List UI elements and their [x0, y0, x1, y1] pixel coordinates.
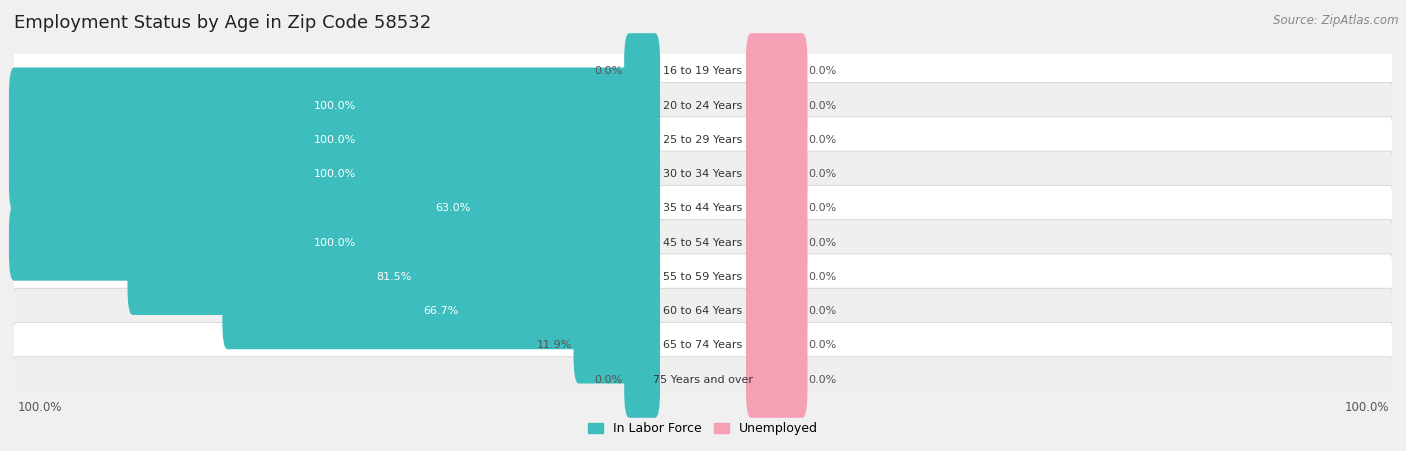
FancyBboxPatch shape	[14, 151, 1392, 197]
FancyBboxPatch shape	[747, 308, 807, 383]
Text: 20 to 24 Years: 20 to 24 Years	[664, 101, 742, 110]
Text: Source: ZipAtlas.com: Source: ZipAtlas.com	[1274, 14, 1399, 27]
FancyBboxPatch shape	[222, 273, 659, 349]
Text: 45 to 54 Years: 45 to 54 Years	[664, 238, 742, 248]
FancyBboxPatch shape	[14, 322, 1392, 368]
FancyBboxPatch shape	[747, 342, 807, 418]
FancyBboxPatch shape	[246, 170, 659, 246]
FancyBboxPatch shape	[574, 308, 659, 383]
Text: 0.0%: 0.0%	[808, 375, 837, 385]
FancyBboxPatch shape	[747, 68, 807, 143]
Text: 25 to 29 Years: 25 to 29 Years	[664, 135, 742, 145]
Text: 60 to 64 Years: 60 to 64 Years	[664, 306, 742, 316]
FancyBboxPatch shape	[14, 220, 1392, 266]
Text: 63.0%: 63.0%	[436, 203, 471, 213]
Text: 0.0%: 0.0%	[595, 375, 623, 385]
Text: 30 to 34 Years: 30 to 34 Years	[664, 169, 742, 179]
FancyBboxPatch shape	[747, 170, 807, 246]
Text: 0.0%: 0.0%	[808, 203, 837, 213]
Text: 100.0%: 100.0%	[314, 101, 356, 110]
FancyBboxPatch shape	[14, 357, 1392, 403]
Text: 0.0%: 0.0%	[595, 66, 623, 76]
FancyBboxPatch shape	[624, 33, 659, 109]
FancyBboxPatch shape	[747, 136, 807, 212]
FancyBboxPatch shape	[747, 273, 807, 349]
Text: 35 to 44 Years: 35 to 44 Years	[664, 203, 742, 213]
Text: 16 to 19 Years: 16 to 19 Years	[664, 66, 742, 76]
Text: 0.0%: 0.0%	[808, 101, 837, 110]
FancyBboxPatch shape	[624, 342, 659, 418]
Text: 0.0%: 0.0%	[808, 238, 837, 248]
Text: 100.0%: 100.0%	[17, 401, 62, 414]
Text: 0.0%: 0.0%	[808, 341, 837, 350]
FancyBboxPatch shape	[747, 239, 807, 315]
Text: 100.0%: 100.0%	[314, 238, 356, 248]
FancyBboxPatch shape	[8, 136, 659, 212]
Text: 0.0%: 0.0%	[808, 306, 837, 316]
FancyBboxPatch shape	[8, 68, 659, 143]
Text: 100.0%: 100.0%	[314, 135, 356, 145]
Text: 0.0%: 0.0%	[808, 66, 837, 76]
Text: 100.0%: 100.0%	[314, 169, 356, 179]
FancyBboxPatch shape	[747, 205, 807, 281]
FancyBboxPatch shape	[747, 33, 807, 109]
FancyBboxPatch shape	[14, 83, 1392, 129]
FancyBboxPatch shape	[128, 239, 659, 315]
FancyBboxPatch shape	[14, 254, 1392, 300]
Text: 0.0%: 0.0%	[808, 272, 837, 282]
Text: 65 to 74 Years: 65 to 74 Years	[664, 341, 742, 350]
Text: 0.0%: 0.0%	[808, 169, 837, 179]
Legend: In Labor Force, Unemployed: In Labor Force, Unemployed	[588, 422, 818, 435]
FancyBboxPatch shape	[8, 205, 659, 281]
Text: 55 to 59 Years: 55 to 59 Years	[664, 272, 742, 282]
Text: 11.9%: 11.9%	[537, 341, 572, 350]
Text: 0.0%: 0.0%	[808, 135, 837, 145]
Text: 81.5%: 81.5%	[375, 272, 412, 282]
Text: 75 Years and over: 75 Years and over	[652, 375, 754, 385]
FancyBboxPatch shape	[14, 288, 1392, 334]
FancyBboxPatch shape	[8, 102, 659, 178]
Text: 100.0%: 100.0%	[1344, 401, 1389, 414]
Text: Employment Status by Age in Zip Code 58532: Employment Status by Age in Zip Code 585…	[14, 14, 432, 32]
Text: 66.7%: 66.7%	[423, 306, 458, 316]
FancyBboxPatch shape	[14, 48, 1392, 94]
FancyBboxPatch shape	[14, 185, 1392, 231]
FancyBboxPatch shape	[747, 102, 807, 178]
FancyBboxPatch shape	[14, 117, 1392, 163]
